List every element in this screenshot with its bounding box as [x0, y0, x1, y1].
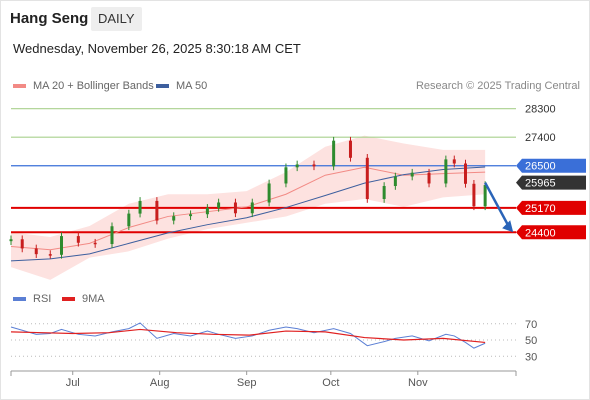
rsi-tick-30: 30	[525, 351, 537, 363]
candle-body	[172, 216, 176, 221]
candle-body	[483, 185, 487, 207]
candle-body	[295, 164, 299, 168]
legend-rsi: RSI	[13, 293, 51, 305]
candle-body	[9, 239, 13, 242]
x-tick-label: Aug	[150, 377, 170, 389]
candle-body	[444, 159, 448, 184]
candle-body	[110, 226, 114, 245]
rsi-tick-50: 50	[525, 335, 537, 347]
candle-body	[382, 186, 386, 200]
candle-body	[217, 202, 221, 208]
ma9-swatch	[62, 297, 75, 301]
ma20-swatch	[13, 84, 26, 88]
candle-body	[155, 200, 159, 221]
candle-body	[189, 214, 193, 217]
x-tick-label: Oct	[322, 377, 339, 389]
ma50-line	[10, 166, 486, 262]
forecast-arrow-shaft	[484, 182, 511, 228]
candle-body	[410, 172, 414, 177]
candle-body	[233, 202, 237, 214]
legend-ma50-label: MA 50	[176, 80, 208, 92]
rsi-ma9-line	[10, 328, 486, 344]
level-label-28300: 28300	[525, 104, 556, 116]
candle-body	[332, 140, 336, 167]
candle-body	[267, 183, 271, 203]
level-label-25170: 25170	[525, 203, 556, 215]
candle-body	[138, 200, 142, 214]
candle-body	[284, 167, 288, 184]
instrument-title: Hang Seng	[10, 10, 89, 27]
candle-body	[472, 183, 476, 207]
candle-body	[93, 242, 97, 245]
timeframe-badge[interactable]: DAILY	[91, 7, 142, 31]
legend-ma20-label: MA 20 + Bollinger Bands	[33, 80, 154, 92]
rsi-swatch	[13, 297, 26, 301]
candle-body	[205, 207, 209, 215]
candle-body	[76, 236, 80, 243]
rsi-tick-70: 70	[525, 319, 537, 331]
ma50-swatch	[156, 84, 169, 88]
x-tick-label: Jul	[66, 377, 80, 389]
candle-body	[427, 172, 431, 184]
legend-rsi-label: RSI	[33, 293, 52, 305]
candle-body	[48, 254, 52, 256]
candle-body	[452, 159, 456, 164]
level-label-24400: 24400	[525, 227, 556, 239]
candle-body	[20, 239, 24, 249]
candle-body	[127, 213, 131, 227]
candle-body	[464, 163, 467, 184]
legend-ma9-label: 9MA	[82, 293, 105, 305]
ma20-line	[10, 166, 486, 251]
level-label-26500: 26500	[525, 161, 556, 173]
candle-body	[312, 164, 316, 167]
legend-ma9: 9MA	[62, 293, 105, 305]
candle-body	[348, 140, 352, 158]
level-tag-26500	[516, 158, 586, 173]
credit-text: Research © 2025 Trading Central	[415, 80, 580, 92]
legend-ma20: MA 20 + Bollinger Bands	[13, 80, 154, 92]
level-label-27400: 27400	[525, 132, 556, 144]
forecast-arrow-head	[502, 220, 514, 233]
candle-body	[393, 176, 397, 187]
x-tick-label: Nov	[408, 377, 428, 389]
level-label-25965: 25965	[525, 178, 556, 190]
candle-body	[34, 248, 38, 255]
legend-ma50: MA 50	[156, 80, 207, 92]
level-tag-24400	[516, 225, 586, 240]
report-datetime: Wednesday, November 26, 2025 8:30:18 AM …	[13, 41, 301, 56]
candle-body	[60, 236, 63, 255]
x-tick-label: Sep	[237, 377, 257, 389]
level-tag-25170	[516, 200, 586, 215]
candle-body	[365, 157, 369, 200]
candle-body	[250, 202, 254, 214]
level-tag-25965	[516, 175, 586, 190]
